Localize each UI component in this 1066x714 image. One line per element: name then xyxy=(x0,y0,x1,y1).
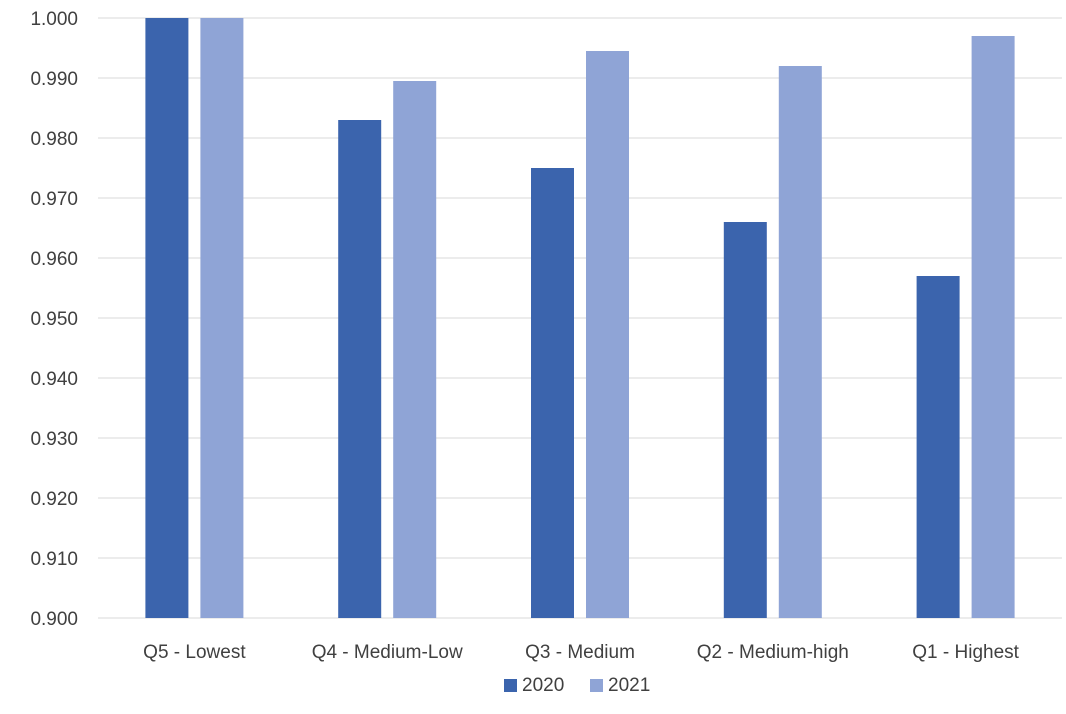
x-tick-label: Q1 - Highest xyxy=(912,642,1019,663)
bar-2020-2 xyxy=(531,168,574,618)
legend-swatch-2020 xyxy=(504,679,517,692)
x-tick-label: Q5 - Lowest xyxy=(143,642,246,663)
x-tick-label: Q4 - Medium-Low xyxy=(312,642,463,663)
x-axis: Q5 - Lowest Q4 - Medium-Low Q3 - Medium Q2 … xyxy=(143,642,1019,663)
y-tick-label: 0.990 xyxy=(30,69,78,90)
y-tick-label: 1.000 xyxy=(30,9,78,30)
y-tick-label: 0.940 xyxy=(30,369,78,390)
bar-2021-1 xyxy=(393,81,437,618)
y-tick-label: 0.900 xyxy=(30,609,78,630)
y-tick-label: 0.980 xyxy=(30,129,78,150)
bar-2021-0 xyxy=(200,18,244,618)
bar-2021-3 xyxy=(778,66,822,618)
bar-2020-4 xyxy=(916,276,960,618)
x-tick-label: Q3 - Medium xyxy=(525,642,635,663)
gridlines xyxy=(98,17,1062,619)
bar-2020-1 xyxy=(338,120,382,618)
y-tick-label: 0.930 xyxy=(30,429,78,450)
y-axis: 0.900 0.910 0.920 0.930 0.940 0.950 0.960 0.970… xyxy=(30,9,78,630)
bar-2021-4 xyxy=(971,36,1015,618)
x-tick-label: Q2 - Medium-high xyxy=(697,642,849,663)
y-tick-label: 0.920 xyxy=(30,489,78,510)
legend: 2020 2021 xyxy=(504,675,650,696)
y-tick-label: 0.960 xyxy=(30,249,78,270)
legend-label: 2020 xyxy=(522,675,564,696)
bars xyxy=(145,18,1015,618)
y-tick-label: 0.910 xyxy=(30,549,78,570)
legend-swatch-2021 xyxy=(590,679,603,692)
y-tick-label: 0.970 xyxy=(30,189,78,210)
y-tick-label: 0.950 xyxy=(30,309,78,330)
bar-2021-2 xyxy=(586,51,629,618)
bar-2020-3 xyxy=(723,222,767,618)
bar-2020-0 xyxy=(145,18,189,618)
legend-label: 2021 xyxy=(608,675,650,696)
